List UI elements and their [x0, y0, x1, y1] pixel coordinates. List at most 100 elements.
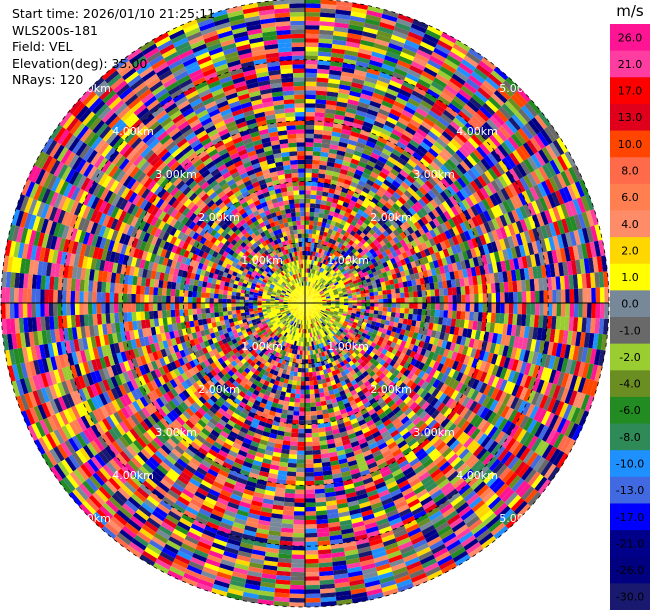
velocity-gate — [560, 203, 570, 219]
velocity-gate — [394, 161, 405, 170]
velocity-gate — [312, 229, 317, 235]
velocity-gate — [556, 172, 567, 189]
velocity-gate — [305, 168, 312, 173]
velocity-gate — [482, 102, 496, 116]
velocity-gate — [459, 160, 471, 172]
velocity-gate — [430, 81, 445, 92]
velocity-gate — [326, 272, 332, 278]
velocity-gate — [480, 172, 491, 185]
velocity-gate — [293, 528, 305, 534]
velocity-gate — [441, 62, 457, 74]
velocity-gate — [471, 227, 480, 238]
velocity-gate — [305, 394, 310, 399]
velocity-gate — [468, 48, 484, 61]
velocity-gate — [570, 182, 581, 199]
velocity-gate — [458, 88, 472, 101]
velocity-gate — [573, 303, 579, 318]
velocity-gate — [403, 229, 411, 237]
velocity-gate — [374, 299, 379, 303]
velocity-gate — [392, 221, 400, 230]
velocity-gate — [315, 230, 321, 235]
velocity-gate — [347, 269, 353, 275]
velocity-gate — [348, 256, 354, 263]
velocity-gate — [376, 175, 386, 183]
velocity-gate — [338, 233, 345, 240]
velocity-gate — [527, 119, 541, 135]
velocity-gate — [315, 292, 320, 296]
velocity-gate — [313, 458, 322, 464]
velocity-gate — [385, 175, 395, 184]
velocity-gate — [511, 181, 522, 195]
velocity-gate — [321, 235, 327, 241]
velocity-gate — [356, 267, 362, 273]
velocity-gate — [362, 228, 369, 236]
velocity-gate — [325, 100, 337, 106]
velocity-gate — [309, 259, 312, 265]
velocity-gate — [351, 248, 358, 254]
velocity-gate — [378, 226, 386, 234]
velocity-gate — [308, 298, 313, 301]
velocity-gate — [497, 144, 509, 158]
velocity-gate — [511, 234, 519, 247]
velocity-gate — [388, 112, 400, 122]
velocity-gate — [444, 84, 459, 96]
velocity-gate — [314, 120, 325, 126]
velocity-gate — [481, 198, 491, 211]
velocity-gate — [305, 389, 310, 395]
velocity-gate — [312, 225, 318, 231]
velocity-gate — [534, 168, 545, 183]
velocity-gate — [391, 180, 401, 189]
velocity-gate — [496, 86, 511, 101]
velocity-gate — [357, 281, 363, 286]
velocity-gate — [290, 580, 305, 586]
velocity-gate — [309, 273, 312, 278]
velocity-gate — [353, 272, 360, 278]
velocity-gate — [313, 298, 318, 301]
velocity-gate — [317, 297, 322, 300]
velocity-gate — [346, 249, 352, 255]
velocity-gate — [418, 124, 431, 135]
velocity-gate — [368, 228, 376, 236]
velocity-gate — [372, 167, 381, 176]
velocity-gate — [371, 251, 378, 259]
velocity-gate — [338, 281, 344, 286]
velocity-gate — [343, 298, 349, 301]
velocity-gate — [305, 72, 317, 78]
velocity-gate — [403, 178, 413, 187]
velocity-gate — [350, 158, 360, 166]
velocity-gate — [334, 114, 345, 121]
velocity-gate — [293, 524, 305, 529]
velocity-gate — [382, 9, 399, 18]
velocity-gate — [305, 16, 320, 22]
velocity-gate — [329, 293, 335, 297]
velocity-gate — [323, 281, 328, 286]
velocity-gate — [495, 128, 508, 142]
velocity-gate — [310, 292, 314, 297]
velocity-gate — [286, 383, 293, 389]
velocity-gate — [363, 247, 370, 254]
velocity-gate — [599, 303, 605, 319]
velocity-gate — [389, 132, 401, 142]
velocity-gate — [338, 223, 345, 230]
velocity-gate — [320, 284, 325, 289]
velocity-gate — [305, 519, 317, 525]
velocity-gate — [317, 60, 331, 66]
velocity-gate — [385, 160, 395, 169]
velocity-gate — [422, 296, 427, 303]
velocity-gate — [352, 262, 358, 268]
velocity-gate — [508, 303, 514, 314]
velocity-gate — [287, 467, 297, 473]
velocity-gate — [354, 222, 362, 230]
velocity-gate — [470, 205, 480, 217]
velocity-gate — [305, 398, 311, 403]
velocity-gate — [529, 186, 540, 201]
velocity-gate — [466, 100, 480, 113]
velocity-gate — [422, 154, 433, 165]
velocity-gate — [317, 221, 323, 227]
velocity-gate — [383, 298, 388, 303]
velocity-gate — [292, 375, 298, 381]
velocity-gate — [463, 81, 478, 94]
velocity-gate — [517, 303, 523, 315]
velocity-gate — [326, 266, 331, 272]
velocity-gate — [365, 140, 376, 149]
